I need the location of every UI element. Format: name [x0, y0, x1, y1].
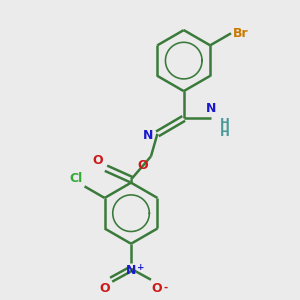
- Text: O: O: [99, 282, 110, 295]
- Text: H: H: [220, 127, 230, 140]
- Text: O: O: [151, 282, 162, 295]
- Text: H: H: [220, 118, 230, 130]
- Text: Cl: Cl: [70, 172, 83, 185]
- Text: N: N: [206, 102, 216, 115]
- Text: N: N: [126, 264, 136, 277]
- Text: O: O: [92, 154, 103, 166]
- Text: -: -: [163, 282, 167, 292]
- Text: N: N: [143, 129, 154, 142]
- Text: Br: Br: [232, 27, 248, 40]
- Text: +: +: [137, 263, 144, 272]
- Text: O: O: [138, 159, 148, 172]
